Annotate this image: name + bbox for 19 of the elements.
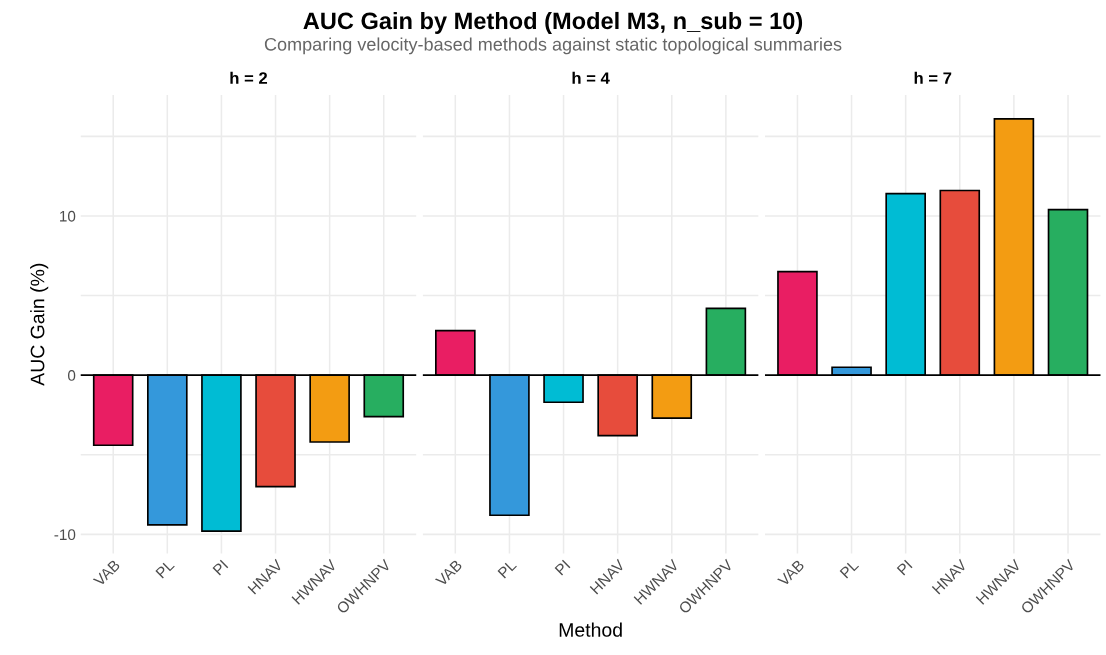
x-tick-label: VAB [92,559,121,587]
text: Comparing velocity-based methods against static topological summaries [264,37,842,55]
chart-title: h = 2 [230,71,268,84]
y-axis-title: AUC Gain (%) [30,263,49,386]
x-tick-label: PL [155,559,175,579]
x-tick-label: PL [839,559,860,579]
y-tick-label: -10 [54,529,76,541]
x-axis-title: Method [559,622,622,637]
y-tick-label: 10 [60,210,76,222]
x-tick-label: PL [497,559,517,579]
x-tick-label: VAB [434,559,463,587]
y-tick-label: 0 [67,370,76,381]
chart-title: h = 7 [914,71,952,84]
chart-title: h = 4 [572,71,610,84]
x-tick-label: PI [212,559,229,576]
x-tick-label: PI [554,559,571,576]
x-tick-label: VAB [777,559,805,587]
text: AUC Gain by Method (Model M3, n_sub = 10) [303,11,803,34]
x-tick-label: PI [896,559,913,576]
